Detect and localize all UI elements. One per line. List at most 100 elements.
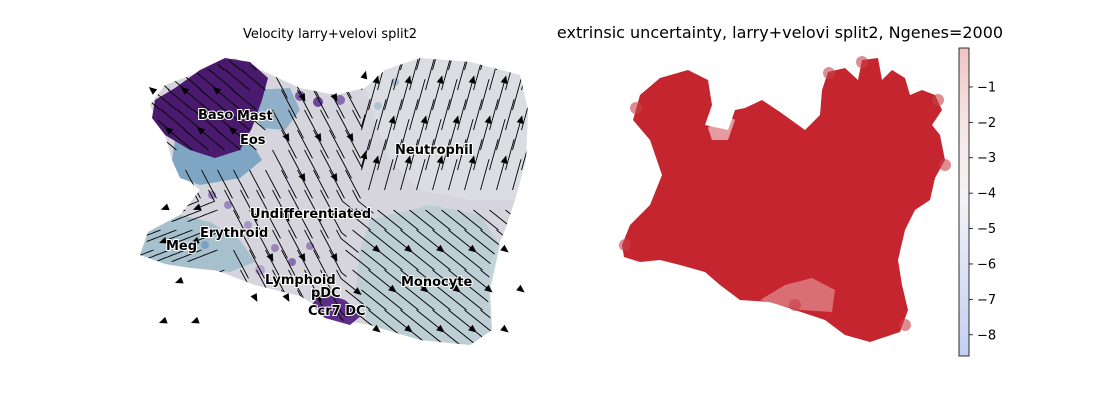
- streamline: [140, 209, 154, 223]
- streamline: [265, 329, 281, 345]
- streamline: [281, 169, 297, 199]
- streamline: [224, 189, 240, 219]
- streamline: [240, 189, 256, 219]
- streamline: [233, 249, 249, 279]
- streamline: [140, 289, 170, 303]
- cluster-label-neutrophil: Neutrophil: [395, 143, 473, 158]
- streamline-arrowhead: [436, 75, 444, 84]
- streamline: [377, 209, 403, 231]
- streamline: [162, 229, 193, 243]
- streamline-arrowhead: [404, 155, 412, 164]
- streamline: [297, 89, 313, 119]
- streamline: [448, 309, 474, 331]
- streamline-arrowhead: [353, 287, 362, 296]
- streamline: [187, 329, 218, 343]
- streamline: [345, 249, 371, 271]
- streamline: [425, 289, 451, 311]
- streamline: [368, 58, 378, 71]
- streamline-arrowhead: [298, 93, 306, 102]
- dc-region: [312, 292, 362, 325]
- uncertainty-scatter-body: [622, 58, 945, 342]
- streamline: [297, 209, 313, 239]
- streamline: [409, 329, 435, 345]
- streamline: [304, 229, 320, 259]
- streamline: [272, 109, 288, 139]
- streamline-arrowhead: [500, 155, 508, 164]
- streamline: [265, 209, 281, 239]
- streamline-arrowhead: [282, 213, 290, 222]
- streamline: [281, 209, 297, 239]
- streamline: [313, 169, 329, 199]
- streamline: [249, 249, 265, 279]
- streamline: [480, 119, 490, 151]
- streamline: [167, 129, 193, 151]
- colorbar-tick-label: −6: [977, 257, 996, 272]
- colorbar-tick-label: −1: [977, 80, 996, 95]
- streamline: [496, 58, 506, 71]
- streamline: [352, 109, 366, 129]
- streamline: [480, 159, 490, 191]
- streamline: [336, 269, 359, 293]
- streamline: [320, 149, 336, 179]
- streamline: [393, 289, 419, 311]
- cluster-label-eos: Eos: [240, 133, 266, 148]
- streamline-arrowhead: [158, 236, 168, 244]
- streamline: [416, 79, 426, 111]
- streamline: [240, 309, 256, 339]
- streamline: [281, 89, 297, 119]
- streamline: [384, 309, 410, 331]
- streamline: [140, 289, 154, 303]
- streamline: [329, 209, 347, 237]
- streamline-arrowhead: [468, 244, 477, 253]
- streamline: [368, 79, 378, 111]
- streamline: [521, 99, 528, 131]
- streamline: [171, 209, 202, 223]
- colorbar-ticks: −1 −2 −3 −4 −5 −6 −7 −8: [969, 80, 996, 343]
- streamline: [432, 119, 442, 151]
- streamline: [384, 119, 394, 151]
- left-embedding: [140, 58, 528, 345]
- streamline: [361, 289, 387, 311]
- streamline-arrowhead: [298, 253, 306, 262]
- streamline-arrowhead: [468, 155, 476, 164]
- streamline: [196, 189, 216, 209]
- streamline: [496, 79, 506, 111]
- streamline: [512, 309, 528, 331]
- streamline: [265, 249, 281, 279]
- streamline: [187, 209, 218, 223]
- streamline: [529, 310, 554, 330]
- streamline: [457, 209, 483, 231]
- streamline: [140, 109, 154, 131]
- streamline: [160, 109, 186, 131]
- streamline-arrowhead: [388, 284, 397, 293]
- streamline: [146, 309, 177, 323]
- streamline: [473, 209, 499, 231]
- streamline: [393, 249, 419, 271]
- streamline: [304, 269, 320, 299]
- streamline: [320, 189, 336, 219]
- right-chart-title: extrinsic uncertainty, larry+velovi spli…: [556, 23, 1004, 42]
- streamline: [217, 169, 233, 199]
- cluster-label-lymphoid: Lymphoid: [265, 273, 336, 288]
- streamline: [416, 309, 442, 331]
- streamline: [393, 139, 403, 171]
- streamline: [146, 229, 177, 243]
- cluster-label-pdc: pDC: [311, 286, 341, 301]
- streamline: [448, 269, 474, 291]
- streamline: [464, 309, 490, 331]
- streamline: [329, 169, 345, 199]
- streamline: [441, 289, 467, 311]
- streamline: [329, 89, 345, 119]
- streamline-arrowhead: [452, 115, 460, 124]
- streamline: [345, 329, 371, 345]
- streamline: [288, 229, 304, 259]
- streamline: [199, 129, 225, 151]
- erythroid-meg-region: [140, 215, 255, 272]
- streamline: [361, 249, 387, 271]
- streamline-arrowhead: [372, 75, 380, 84]
- streamline: [320, 229, 336, 259]
- streamline: [320, 109, 336, 139]
- streamline: [512, 79, 522, 111]
- streamline: [345, 89, 361, 119]
- streamline: [416, 159, 426, 191]
